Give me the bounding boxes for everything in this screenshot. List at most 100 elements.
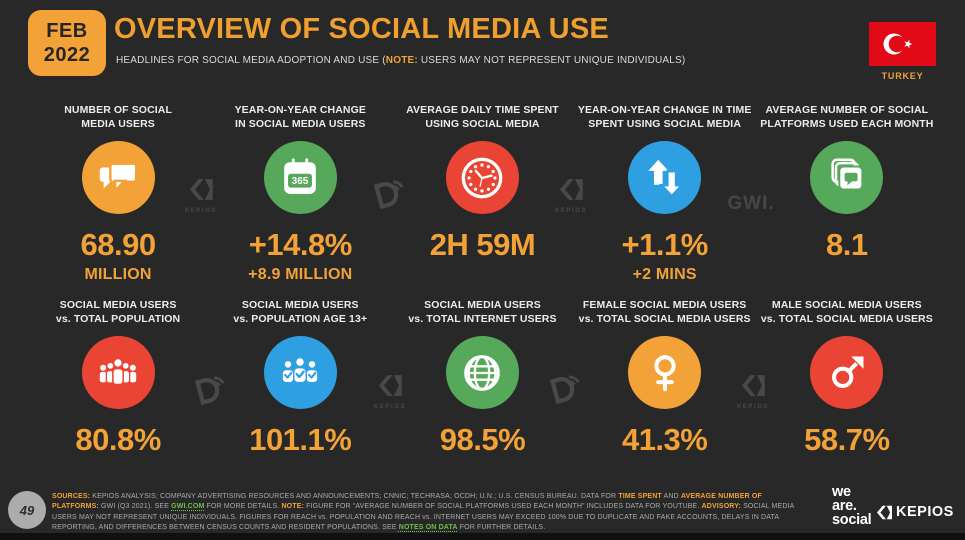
kepios-watermark: KEPIOS xyxy=(374,374,406,410)
stat-label-line: SOCIAL MEDIA USERS xyxy=(241,299,359,311)
kepios-watermark: KEPIOS xyxy=(737,374,769,410)
clock-icon xyxy=(462,157,503,198)
date-year: 2022 xyxy=(43,44,91,66)
people-check-icon xyxy=(281,356,319,383)
we-are-social-logo-line: social xyxy=(832,512,872,529)
kepios-k-icon xyxy=(189,179,213,200)
we-are-social-logo-line: are. xyxy=(832,498,857,515)
calendar-365-icon: 365 xyxy=(284,157,317,194)
kepios-watermark-label: KEPIOS xyxy=(736,404,770,410)
stat-label: AVERAGE DAILY TIME SPENT USING SOCIAL ME… xyxy=(391,103,573,132)
kepios-k-icon xyxy=(559,179,583,200)
stat-label-line: SOCIAL MEDIA USERS xyxy=(59,299,177,311)
male-symbol-icon xyxy=(831,356,864,388)
stat-subvalue: MILLION xyxy=(84,266,152,283)
stat-label-line: YEAR-ON-YEAR CHANGE IN TIME xyxy=(577,104,752,116)
text-segment: SOCIAL MEDIA USERS MAY NOT REPRESENT UNI… xyxy=(52,503,795,531)
stat-value: 8.1 xyxy=(826,227,868,262)
datareportal-d-icon xyxy=(549,375,580,405)
stat-subvalue xyxy=(27,461,209,479)
kepios-watermark-label: KEPIOS xyxy=(554,208,588,214)
stat-card-users-vs-population: SOCIAL MEDIA USERS vs. TOTAL POPULATION … xyxy=(27,298,209,479)
datareportal-watermark xyxy=(190,368,232,415)
globe-icon xyxy=(464,354,501,391)
stat-label-line: NUMBER OF SOCIAL xyxy=(64,104,172,116)
female-symbol-icon xyxy=(654,354,676,391)
inline-link[interactable]: NOTES ON DATA xyxy=(398,523,458,531)
stat-icon-circle: 365 xyxy=(263,141,337,214)
text-segment: HEADLINES FOR SOCIAL MEDIA ADOPTION AND … xyxy=(116,55,386,66)
stat-value: 98.5% xyxy=(439,422,526,457)
datareportal-d-icon xyxy=(373,180,404,210)
datareportal-watermark xyxy=(545,367,587,414)
kepios-k-icon xyxy=(741,375,765,396)
stat-subvalue xyxy=(391,461,573,479)
stat-icon-circle xyxy=(628,141,702,214)
bottom-edge-strip xyxy=(0,533,965,540)
text-segment: AND xyxy=(661,493,681,500)
stat-label: NUMBER OF SOCIAL MEDIA USERS xyxy=(27,103,209,132)
stat-icon-circle xyxy=(81,141,155,214)
date-month: FEB xyxy=(46,20,88,42)
country-flag-block: TURKEY xyxy=(869,22,936,81)
stat-label-line: SOCIAL MEDIA USERS xyxy=(424,299,541,311)
stat-value: 68.90 xyxy=(80,227,157,262)
stat-subvalue: +2 MINS xyxy=(632,266,697,283)
stat-label-line: MALE SOCIAL MEDIA USERS xyxy=(771,299,922,311)
stat-row-1: NUMBER OF SOCIAL MEDIA USERS 68.90 MILLI… xyxy=(27,103,938,284)
stat-label-line: MEDIA USERS xyxy=(81,118,155,131)
datareportal-watermark xyxy=(369,172,411,219)
text-segment: SOURCES: xyxy=(52,493,91,500)
text-segment: FIGURE FOR “AVERAGE NUMBER OF SOCIAL PLA… xyxy=(304,503,702,511)
stat-label: AVERAGE NUMBER OF SOCIAL PLATFORMS USED … xyxy=(756,103,938,132)
stat-label-line: YEAR-ON-YEAR CHANGE xyxy=(234,104,366,116)
kepios-watermark: KEPIOS xyxy=(555,178,587,214)
stat-label-line: FEMALE SOCIAL MEDIA USERS xyxy=(582,299,747,311)
page-title: OVERVIEW OF SOCIAL MEDIA USE xyxy=(114,13,609,45)
stat-label-line: IN SOCIAL MEDIA USERS xyxy=(235,118,366,131)
stat-label: SOCIAL MEDIA USERS vs. POPULATION AGE 13… xyxy=(209,298,391,327)
stat-card-female-share: FEMALE SOCIAL MEDIA USERS vs. TOTAL SOCI… xyxy=(574,298,756,479)
stat-card-avg-platforms: AVERAGE NUMBER OF SOCIAL PLATFORMS USED … xyxy=(756,103,938,284)
stat-label: FEMALE SOCIAL MEDIA USERS vs. TOTAL SOCI… xyxy=(574,298,756,327)
stat-label-line: AVERAGE NUMBER OF SOCIAL xyxy=(765,104,929,116)
stat-value: +1.1% xyxy=(621,227,709,262)
text-segment: ADVISORY: xyxy=(701,503,742,511)
inline-link[interactable]: GWI.COM xyxy=(171,503,205,511)
text-segment: FOR MORE DETAILS. xyxy=(204,503,282,511)
we-are-social-logo-line: we xyxy=(832,484,851,500)
stat-value: 2H 59M xyxy=(429,227,536,262)
text-segment: FOR FURTHER DETAILS. xyxy=(457,523,546,531)
kepios-watermark-label: KEPIOS xyxy=(373,404,407,410)
stat-label-line: SPENT USING SOCIAL MEDIA xyxy=(588,118,742,131)
we-are-social-logo: we are. social xyxy=(832,484,872,529)
stat-label: YEAR-ON-YEAR CHANGE IN TIME SPENT USING … xyxy=(574,103,756,132)
text-segment: NOTE: xyxy=(281,503,304,511)
stat-card-male-share: MALE SOCIAL MEDIA USERS vs. TOTAL SOCIAL… xyxy=(756,298,938,479)
stat-subvalue xyxy=(756,266,938,284)
stat-label: MALE SOCIAL MEDIA USERS vs. TOTAL SOCIAL… xyxy=(756,298,938,327)
stat-subvalue xyxy=(756,461,938,479)
text-segment: TIME SPENT xyxy=(618,493,662,500)
stat-icon-circle xyxy=(445,336,519,409)
stat-value: 80.8% xyxy=(75,422,161,457)
stat-card-yoy-time-change: YEAR-ON-YEAR CHANGE IN TIME SPENT USING … xyxy=(574,103,756,284)
stat-icon-circle xyxy=(81,336,155,409)
stat-row-2: SOCIAL MEDIA USERS vs. TOTAL POPULATION … xyxy=(27,298,938,479)
stat-card-users-vs-internet-users: SOCIAL MEDIA USERS vs. TOTAL INTERNET US… xyxy=(391,298,573,479)
stat-label-line: AVERAGE DAILY TIME SPENT xyxy=(406,104,559,116)
gwi-watermark: GWI. xyxy=(727,193,775,214)
stat-value: 58.7% xyxy=(804,422,890,457)
stat-icon-circle xyxy=(810,141,884,214)
text-segment: KEPIOS ANALYSIS; COMPANY ADVERTISING RES… xyxy=(90,493,619,500)
text-segment: GWI (Q3 2021). SEE xyxy=(98,503,172,511)
page-subtitle: HEADLINES FOR SOCIAL MEDIA ADOPTION AND … xyxy=(116,55,756,66)
stat-subvalue xyxy=(209,461,391,479)
stat-label-line: vs. TOTAL INTERNET USERS xyxy=(408,313,557,326)
stat-card-social-media-users: NUMBER OF SOCIAL MEDIA USERS 68.90 MILLI… xyxy=(27,103,209,284)
people-crowd-icon xyxy=(99,357,137,385)
stat-value: 101.1% xyxy=(249,422,352,457)
text-segment: AVERAGE NUMBER OF PLATFORMS: xyxy=(52,493,762,511)
stat-subvalue xyxy=(574,461,756,479)
stat-label-line: vs. TOTAL SOCIAL MEDIA USERS xyxy=(578,313,751,326)
